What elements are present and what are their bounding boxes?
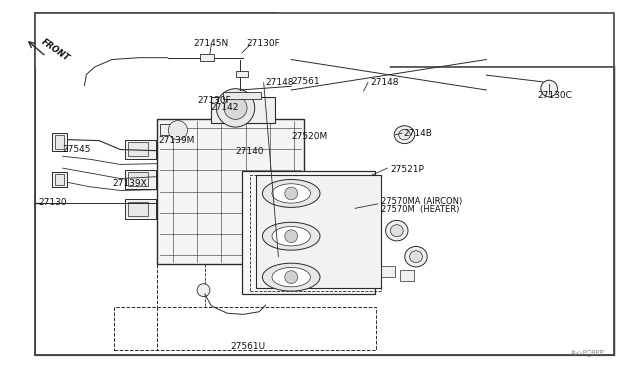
Ellipse shape xyxy=(262,179,320,207)
Circle shape xyxy=(168,121,188,140)
Bar xyxy=(400,270,414,281)
Circle shape xyxy=(541,80,557,97)
Text: A▷▷P⁄0PP: A▷▷P⁄0PP xyxy=(571,350,605,356)
Bar xyxy=(236,71,248,77)
Bar xyxy=(381,266,395,277)
Ellipse shape xyxy=(272,184,310,203)
Text: 27130C: 27130C xyxy=(538,92,572,100)
Ellipse shape xyxy=(390,225,403,237)
Text: 27561U: 27561U xyxy=(231,342,266,351)
Ellipse shape xyxy=(272,267,310,287)
Bar xyxy=(157,119,304,264)
Bar xyxy=(55,174,64,185)
Text: 27130F: 27130F xyxy=(246,39,280,48)
Text: 2714B: 2714B xyxy=(403,129,432,138)
Ellipse shape xyxy=(410,251,422,263)
Bar xyxy=(125,199,156,219)
Text: 27148: 27148 xyxy=(266,78,294,87)
Text: 27570MA (AIRCON): 27570MA (AIRCON) xyxy=(381,197,462,206)
Bar xyxy=(242,171,375,294)
Ellipse shape xyxy=(385,220,408,241)
Text: FRONT: FRONT xyxy=(40,37,71,63)
Text: 27142: 27142 xyxy=(210,103,238,112)
Bar xyxy=(114,307,376,350)
Ellipse shape xyxy=(272,227,310,246)
Bar xyxy=(35,13,390,67)
Text: 27561: 27561 xyxy=(291,77,320,86)
Bar xyxy=(125,140,156,159)
Bar xyxy=(128,202,148,216)
Text: 27148: 27148 xyxy=(370,78,399,87)
Text: 27520M: 27520M xyxy=(291,132,328,141)
Text: 27139X: 27139X xyxy=(112,179,147,187)
Ellipse shape xyxy=(399,129,410,140)
Text: 27145N: 27145N xyxy=(193,39,228,48)
Bar xyxy=(55,135,64,149)
Ellipse shape xyxy=(394,126,415,144)
Ellipse shape xyxy=(262,263,320,291)
Bar xyxy=(52,172,67,187)
Text: 27521P: 27521P xyxy=(390,165,424,174)
Bar xyxy=(160,124,184,135)
Circle shape xyxy=(285,187,298,200)
Bar xyxy=(223,92,261,99)
Text: 27545: 27545 xyxy=(63,145,92,154)
Bar xyxy=(128,142,148,156)
Text: 27139M: 27139M xyxy=(159,136,195,145)
Bar xyxy=(125,170,156,189)
Circle shape xyxy=(224,96,247,119)
Circle shape xyxy=(285,271,298,283)
Circle shape xyxy=(216,89,255,127)
Circle shape xyxy=(285,230,298,243)
Bar xyxy=(250,175,381,291)
Bar xyxy=(128,172,148,186)
Ellipse shape xyxy=(262,222,320,250)
Text: 27570M  (HEATER): 27570M (HEATER) xyxy=(381,205,459,214)
Text: 27130F: 27130F xyxy=(197,96,231,105)
Text: 27130: 27130 xyxy=(38,198,67,207)
Bar xyxy=(211,97,275,123)
Text: 27140: 27140 xyxy=(236,147,264,156)
Ellipse shape xyxy=(405,246,428,267)
Bar xyxy=(256,175,381,288)
Bar xyxy=(52,133,67,151)
Bar xyxy=(200,54,214,61)
Circle shape xyxy=(197,284,210,296)
